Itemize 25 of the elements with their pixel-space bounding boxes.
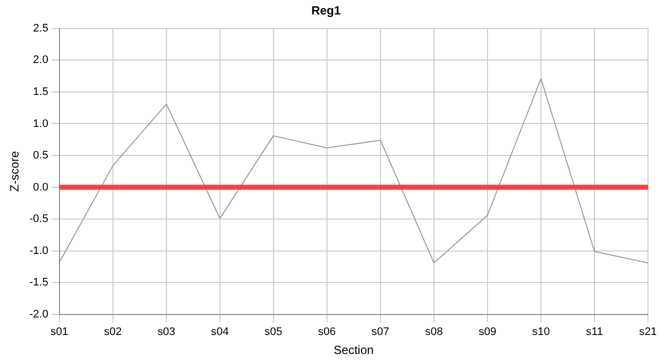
- x-tick-label: s11: [586, 326, 603, 338]
- y-tick-label: 2.5: [33, 22, 48, 34]
- y-tick-label: 0.0: [33, 181, 48, 194]
- y-tick-label: 1.5: [33, 86, 48, 98]
- y-tick-label: 1.0: [33, 118, 48, 130]
- x-tick-label: s06: [318, 326, 336, 338]
- x-tick-label: s07: [372, 326, 390, 338]
- x-axis-title: Section: [334, 343, 374, 358]
- y-tick-label: 2.0: [33, 54, 48, 66]
- y-tick-label: -0.5: [29, 213, 48, 226]
- x-tick-label: s01: [50, 326, 68, 338]
- y-tick-label: -2.0: [29, 308, 48, 320]
- x-tick-label: s09: [478, 326, 496, 338]
- y-tick-label: 0.5: [33, 150, 48, 162]
- x-tick-label: s05: [264, 326, 282, 338]
- x-tick-label: s21: [639, 326, 657, 338]
- chart-title: Reg1: [311, 4, 341, 18]
- x-tick-label: s08: [425, 326, 443, 338]
- x-tick-label: s04: [211, 326, 229, 338]
- y-tick-label: -1.5: [29, 276, 48, 289]
- x-tick-label: s03: [158, 326, 176, 338]
- y-tick-label: -1.0: [29, 244, 48, 257]
- x-tick-label: s10: [532, 326, 550, 338]
- y-axis-title: Z-score: [8, 150, 22, 192]
- x-tick-label: s02: [104, 326, 122, 338]
